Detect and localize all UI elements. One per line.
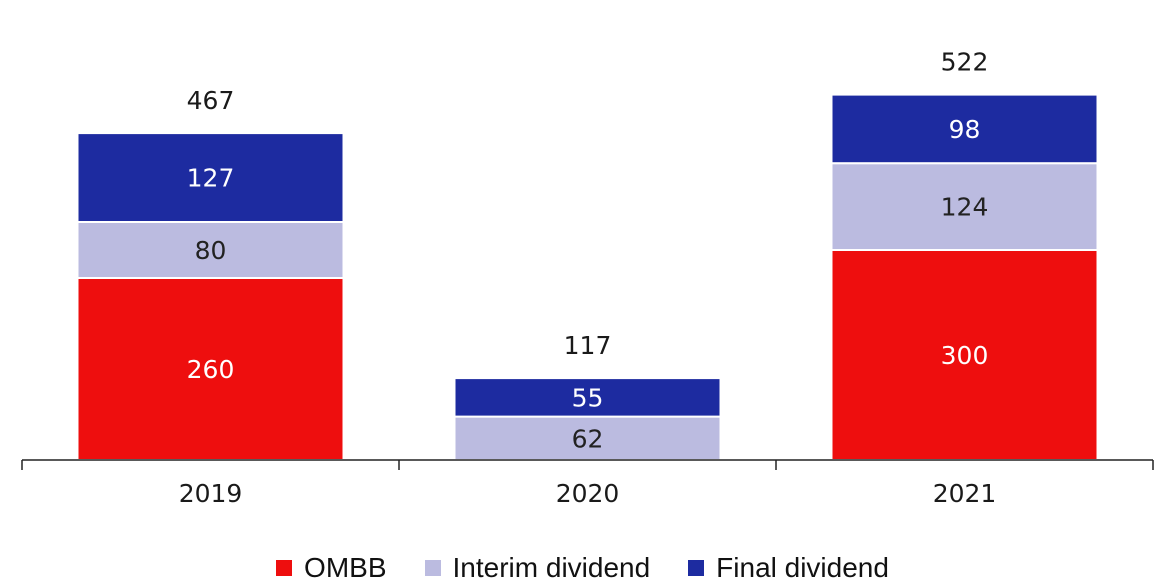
bar-segment [76, 221, 345, 279]
bar-segment [76, 277, 345, 461]
legend-swatch [424, 560, 441, 576]
legend-item: Interim dividend [424, 552, 651, 584]
labels-layer: 260 80 127 467 2019 62 55 117 2020 300 124 98 522 202… [179, 48, 997, 508]
segment-value-label: 127 [187, 164, 235, 193]
segment-value-label: 260 [187, 355, 235, 384]
bar-total-label: 117 [564, 331, 612, 360]
segment-value-label: 62 [572, 424, 604, 453]
bar-segment [76, 132, 345, 224]
legend-label: OMBB [304, 552, 387, 583]
segment-value-label: 300 [941, 341, 989, 370]
x-tick-label: 2021 [933, 479, 997, 508]
legend-label: Interim dividend [452, 552, 651, 583]
bar-total-label: 522 [941, 48, 989, 77]
x-tick-label: 2020 [556, 479, 620, 508]
legend-label: Final dividend [716, 552, 889, 583]
x-tick-label: 2019 [179, 479, 243, 508]
bar-total-label: 467 [187, 86, 235, 115]
bar-segment [453, 377, 722, 418]
bar-segment [830, 162, 1099, 251]
legend-item: Final dividend [688, 552, 889, 584]
legend-item: OMBB [276, 552, 387, 584]
legend-swatch [276, 560, 293, 576]
segment-value-label: 55 [572, 383, 604, 412]
bar-segment [453, 415, 722, 462]
x-axis-ticks [21, 460, 1154, 470]
legend: OMBB Interim dividend Final dividend [0, 552, 1165, 584]
bar-segment [830, 93, 1099, 165]
segment-value-label: 80 [195, 236, 227, 265]
bars-layer [76, 93, 1099, 462]
stacked-bar-chart: 260 80 127 467 2019 62 55 117 2020 300 124 98 522 202… [21, 48, 1154, 508]
bar-segment [830, 249, 1099, 461]
legend-swatch [688, 560, 705, 576]
segment-value-label: 98 [949, 115, 981, 144]
segment-value-label: 124 [941, 193, 989, 222]
